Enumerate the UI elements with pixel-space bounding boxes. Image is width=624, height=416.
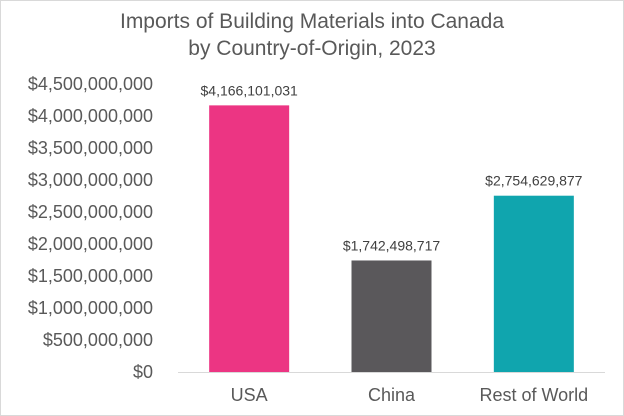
y-tick-label: $0 <box>133 362 153 382</box>
y-tick-label: $3,000,000,000 <box>28 170 153 190</box>
chart-subtitle: by Country-of-Origin, 2023 <box>188 37 436 60</box>
x-axis-categories: USA China Rest of World <box>231 385 589 405</box>
chart-title: Imports of Building Materials into Canad… <box>119 10 505 33</box>
x-tick-label: Rest of World <box>479 385 588 405</box>
chart-title-block: Imports of Building Materials into Canad… <box>0 8 624 62</box>
x-tick-label: USA <box>231 385 268 405</box>
y-axis-ticks: $0 $500,000,000 $1,000,000,000 $1,500,000,0… <box>28 74 153 382</box>
bar <box>209 105 290 372</box>
y-tick-label: $2,000,000,000 <box>28 234 153 254</box>
data-label: $4,166,101,031 <box>201 82 299 98</box>
bars <box>209 105 574 372</box>
y-tick-label: $2,500,000,000 <box>28 202 153 222</box>
y-tick-label: $1,000,000,000 <box>28 298 153 318</box>
bar <box>351 260 432 372</box>
y-tick-label: $500,000,000 <box>43 330 153 350</box>
data-label: $1,742,498,717 <box>343 237 441 253</box>
x-tick-label: China <box>368 385 416 405</box>
y-tick-label: $4,500,000,000 <box>28 74 153 94</box>
y-tick-label: $4,000,000,000 <box>28 106 153 126</box>
y-tick-label: $1,500,000,000 <box>28 266 153 286</box>
data-labels: $4,166,101,031 $1,742,498,717 $2,754,629,8… <box>201 82 583 253</box>
y-tick-label: $3,500,000,000 <box>28 138 153 158</box>
data-label: $2,754,629,877 <box>485 173 583 189</box>
bar <box>493 195 574 372</box>
